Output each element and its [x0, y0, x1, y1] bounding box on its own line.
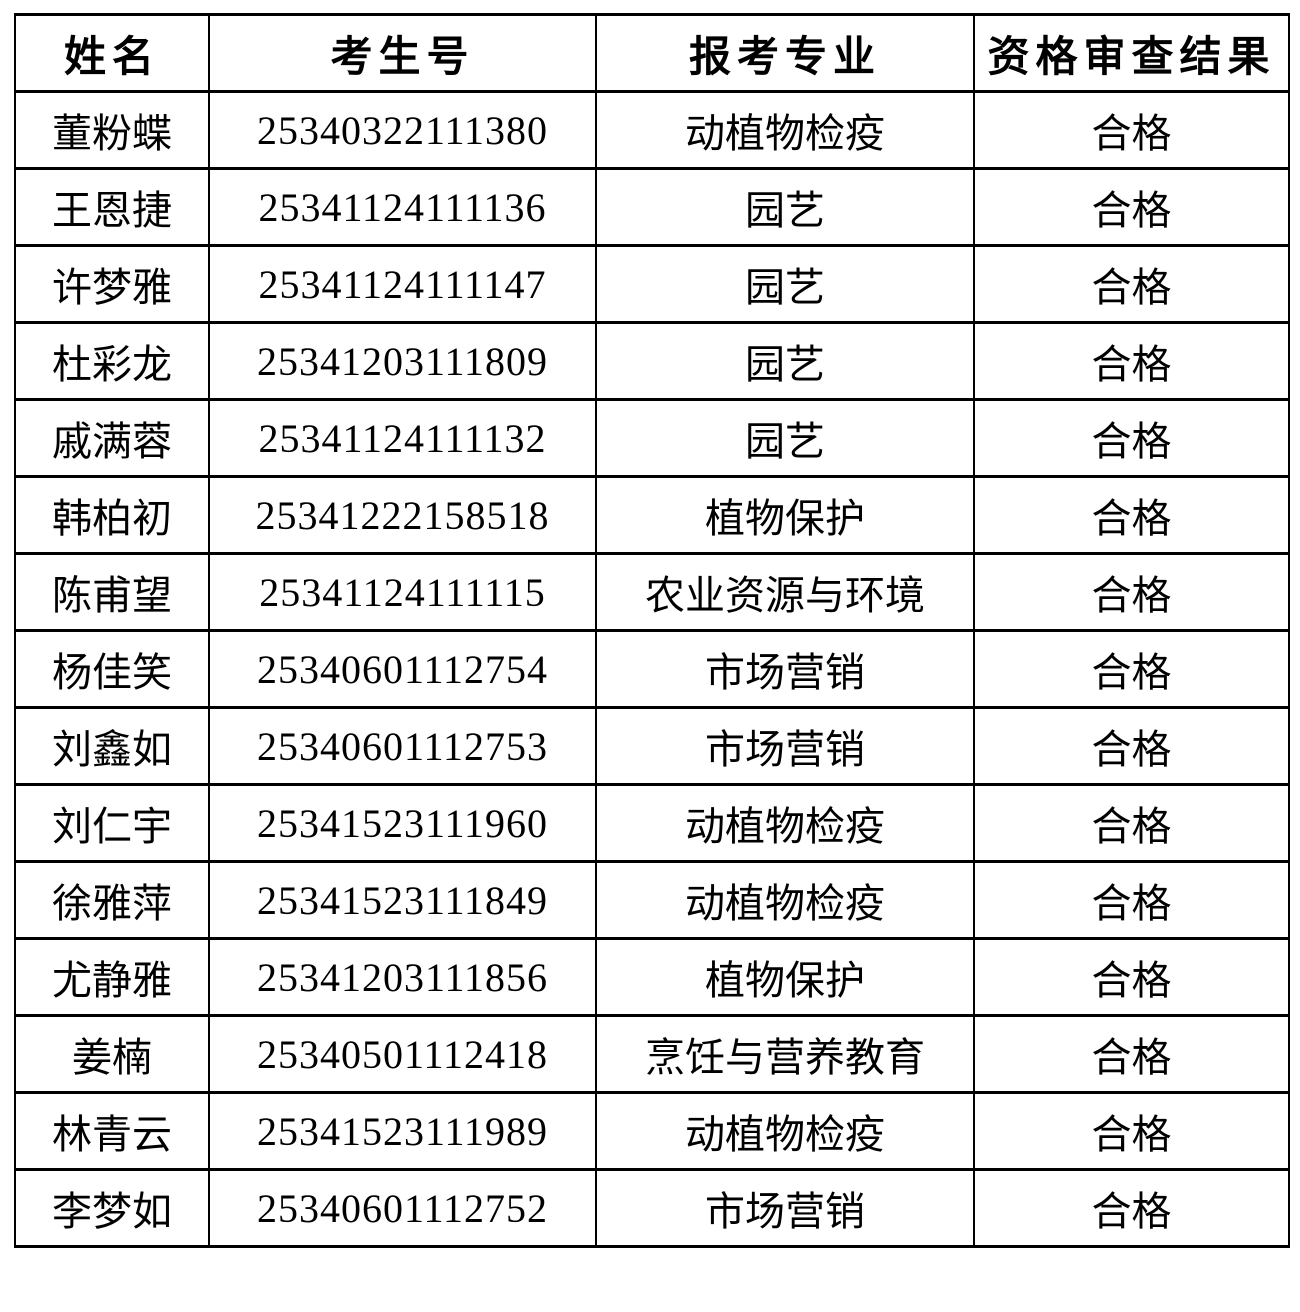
major-cell: 园艺	[595, 321, 975, 401]
name-cell: 许梦雅	[14, 244, 210, 324]
result-cell: 合格	[973, 244, 1290, 324]
result-cell: 合格	[973, 706, 1290, 786]
result-cell: 合格	[973, 1091, 1290, 1171]
header-candidate-no: 考生号	[208, 13, 597, 93]
table-row: 王恩捷 25341124111136 园艺 合格	[14, 167, 1290, 247]
candidate-no-cell: 25340501112418	[208, 1014, 597, 1094]
major-cell: 动植物检疫	[595, 90, 975, 170]
candidate-no-cell: 25341523111960	[208, 783, 597, 863]
header-name: 姓名	[14, 13, 210, 93]
result-cell: 合格	[973, 167, 1290, 247]
candidate-no-cell: 25341523111989	[208, 1091, 597, 1171]
name-cell: 刘鑫如	[14, 706, 210, 786]
result-cell: 合格	[973, 783, 1290, 863]
table-row: 许梦雅 25341124111147 园艺 合格	[14, 244, 1290, 324]
header-result: 资格审查结果	[973, 13, 1290, 93]
name-cell: 林青云	[14, 1091, 210, 1171]
name-cell: 姜楠	[14, 1014, 210, 1094]
candidate-no-cell: 25340601112753	[208, 706, 597, 786]
header-major: 报考专业	[595, 13, 975, 93]
table-row: 李梦如 25340601112752 市场营销 合格	[14, 1168, 1290, 1248]
major-cell: 植物保护	[595, 937, 975, 1017]
candidate-no-cell: 25341124111132	[208, 398, 597, 478]
result-cell: 合格	[973, 937, 1290, 1017]
name-cell: 尤静雅	[14, 937, 210, 1017]
candidate-no-cell: 25341124111115	[208, 552, 597, 632]
candidate-no-cell: 25340601112752	[208, 1168, 597, 1248]
major-cell: 园艺	[595, 398, 975, 478]
major-cell: 市场营销	[595, 706, 975, 786]
table-row: 尤静雅 25341203111856 植物保护 合格	[14, 937, 1290, 1017]
major-cell: 园艺	[595, 244, 975, 324]
result-cell: 合格	[973, 1168, 1290, 1248]
table-row: 刘仁宇 25341523111960 动植物检疫 合格	[14, 783, 1290, 863]
table-body: 董粉蝶 25340322111380 动植物检疫 合格 王恩捷 2534112411113…	[14, 90, 1290, 1248]
candidate-no-cell: 25341124111147	[208, 244, 597, 324]
result-cell: 合格	[973, 629, 1290, 709]
name-cell: 韩柏初	[14, 475, 210, 555]
candidate-no-cell: 25341523111849	[208, 860, 597, 940]
major-cell: 植物保护	[595, 475, 975, 555]
name-cell: 王恩捷	[14, 167, 210, 247]
table-row: 韩柏初 25341222158518 植物保护 合格	[14, 475, 1290, 555]
major-cell: 农业资源与环境	[595, 552, 975, 632]
candidate-no-cell: 25340601112754	[208, 629, 597, 709]
result-cell: 合格	[973, 552, 1290, 632]
table-header: 姓名 考生号 报考专业 资格审查结果	[14, 13, 1290, 93]
name-cell: 陈甫望	[14, 552, 210, 632]
qualification-table-container: 姓名 考生号 报考专业 资格审查结果 董粉蝶 25340322111380 动植物检…	[14, 13, 1290, 1248]
table-row: 刘鑫如 25340601112753 市场营销 合格	[14, 706, 1290, 786]
result-cell: 合格	[973, 475, 1290, 555]
result-cell: 合格	[973, 860, 1290, 940]
major-cell: 动植物检疫	[595, 860, 975, 940]
name-cell: 戚满蓉	[14, 398, 210, 478]
name-cell: 徐雅萍	[14, 860, 210, 940]
result-cell: 合格	[973, 398, 1290, 478]
major-cell: 市场营销	[595, 629, 975, 709]
major-cell: 市场营销	[595, 1168, 975, 1248]
major-cell: 园艺	[595, 167, 975, 247]
table-row: 林青云 25341523111989 动植物检疫 合格	[14, 1091, 1290, 1171]
candidate-no-cell: 25341203111856	[208, 937, 597, 1017]
name-cell: 刘仁宇	[14, 783, 210, 863]
table-row: 徐雅萍 25341523111849 动植物检疫 合格	[14, 860, 1290, 940]
result-cell: 合格	[973, 1014, 1290, 1094]
candidate-no-cell: 25341203111809	[208, 321, 597, 401]
table-row: 杨佳笑 25340601112754 市场营销 合格	[14, 629, 1290, 709]
candidate-no-cell: 25340322111380	[208, 90, 597, 170]
qualification-review-table: 姓名 考生号 报考专业 资格审查结果 董粉蝶 25340322111380 动植物检…	[14, 13, 1290, 1248]
table-row: 戚满蓉 25341124111132 园艺 合格	[14, 398, 1290, 478]
table-row: 陈甫望 25341124111115 农业资源与环境 合格	[14, 552, 1290, 632]
name-cell: 李梦如	[14, 1168, 210, 1248]
candidate-no-cell: 25341124111136	[208, 167, 597, 247]
table-row: 董粉蝶 25340322111380 动植物检疫 合格	[14, 90, 1290, 170]
table-row: 杜彩龙 25341203111809 园艺 合格	[14, 321, 1290, 401]
name-cell: 董粉蝶	[14, 90, 210, 170]
header-row: 姓名 考生号 报考专业 资格审查结果	[14, 13, 1290, 93]
result-cell: 合格	[973, 321, 1290, 401]
name-cell: 杜彩龙	[14, 321, 210, 401]
table-row: 姜楠 25340501112418 烹饪与营养教育 合格	[14, 1014, 1290, 1094]
major-cell: 动植物检疫	[595, 783, 975, 863]
result-cell: 合格	[973, 90, 1290, 170]
candidate-no-cell: 25341222158518	[208, 475, 597, 555]
major-cell: 烹饪与营养教育	[595, 1014, 975, 1094]
name-cell: 杨佳笑	[14, 629, 210, 709]
major-cell: 动植物检疫	[595, 1091, 975, 1171]
